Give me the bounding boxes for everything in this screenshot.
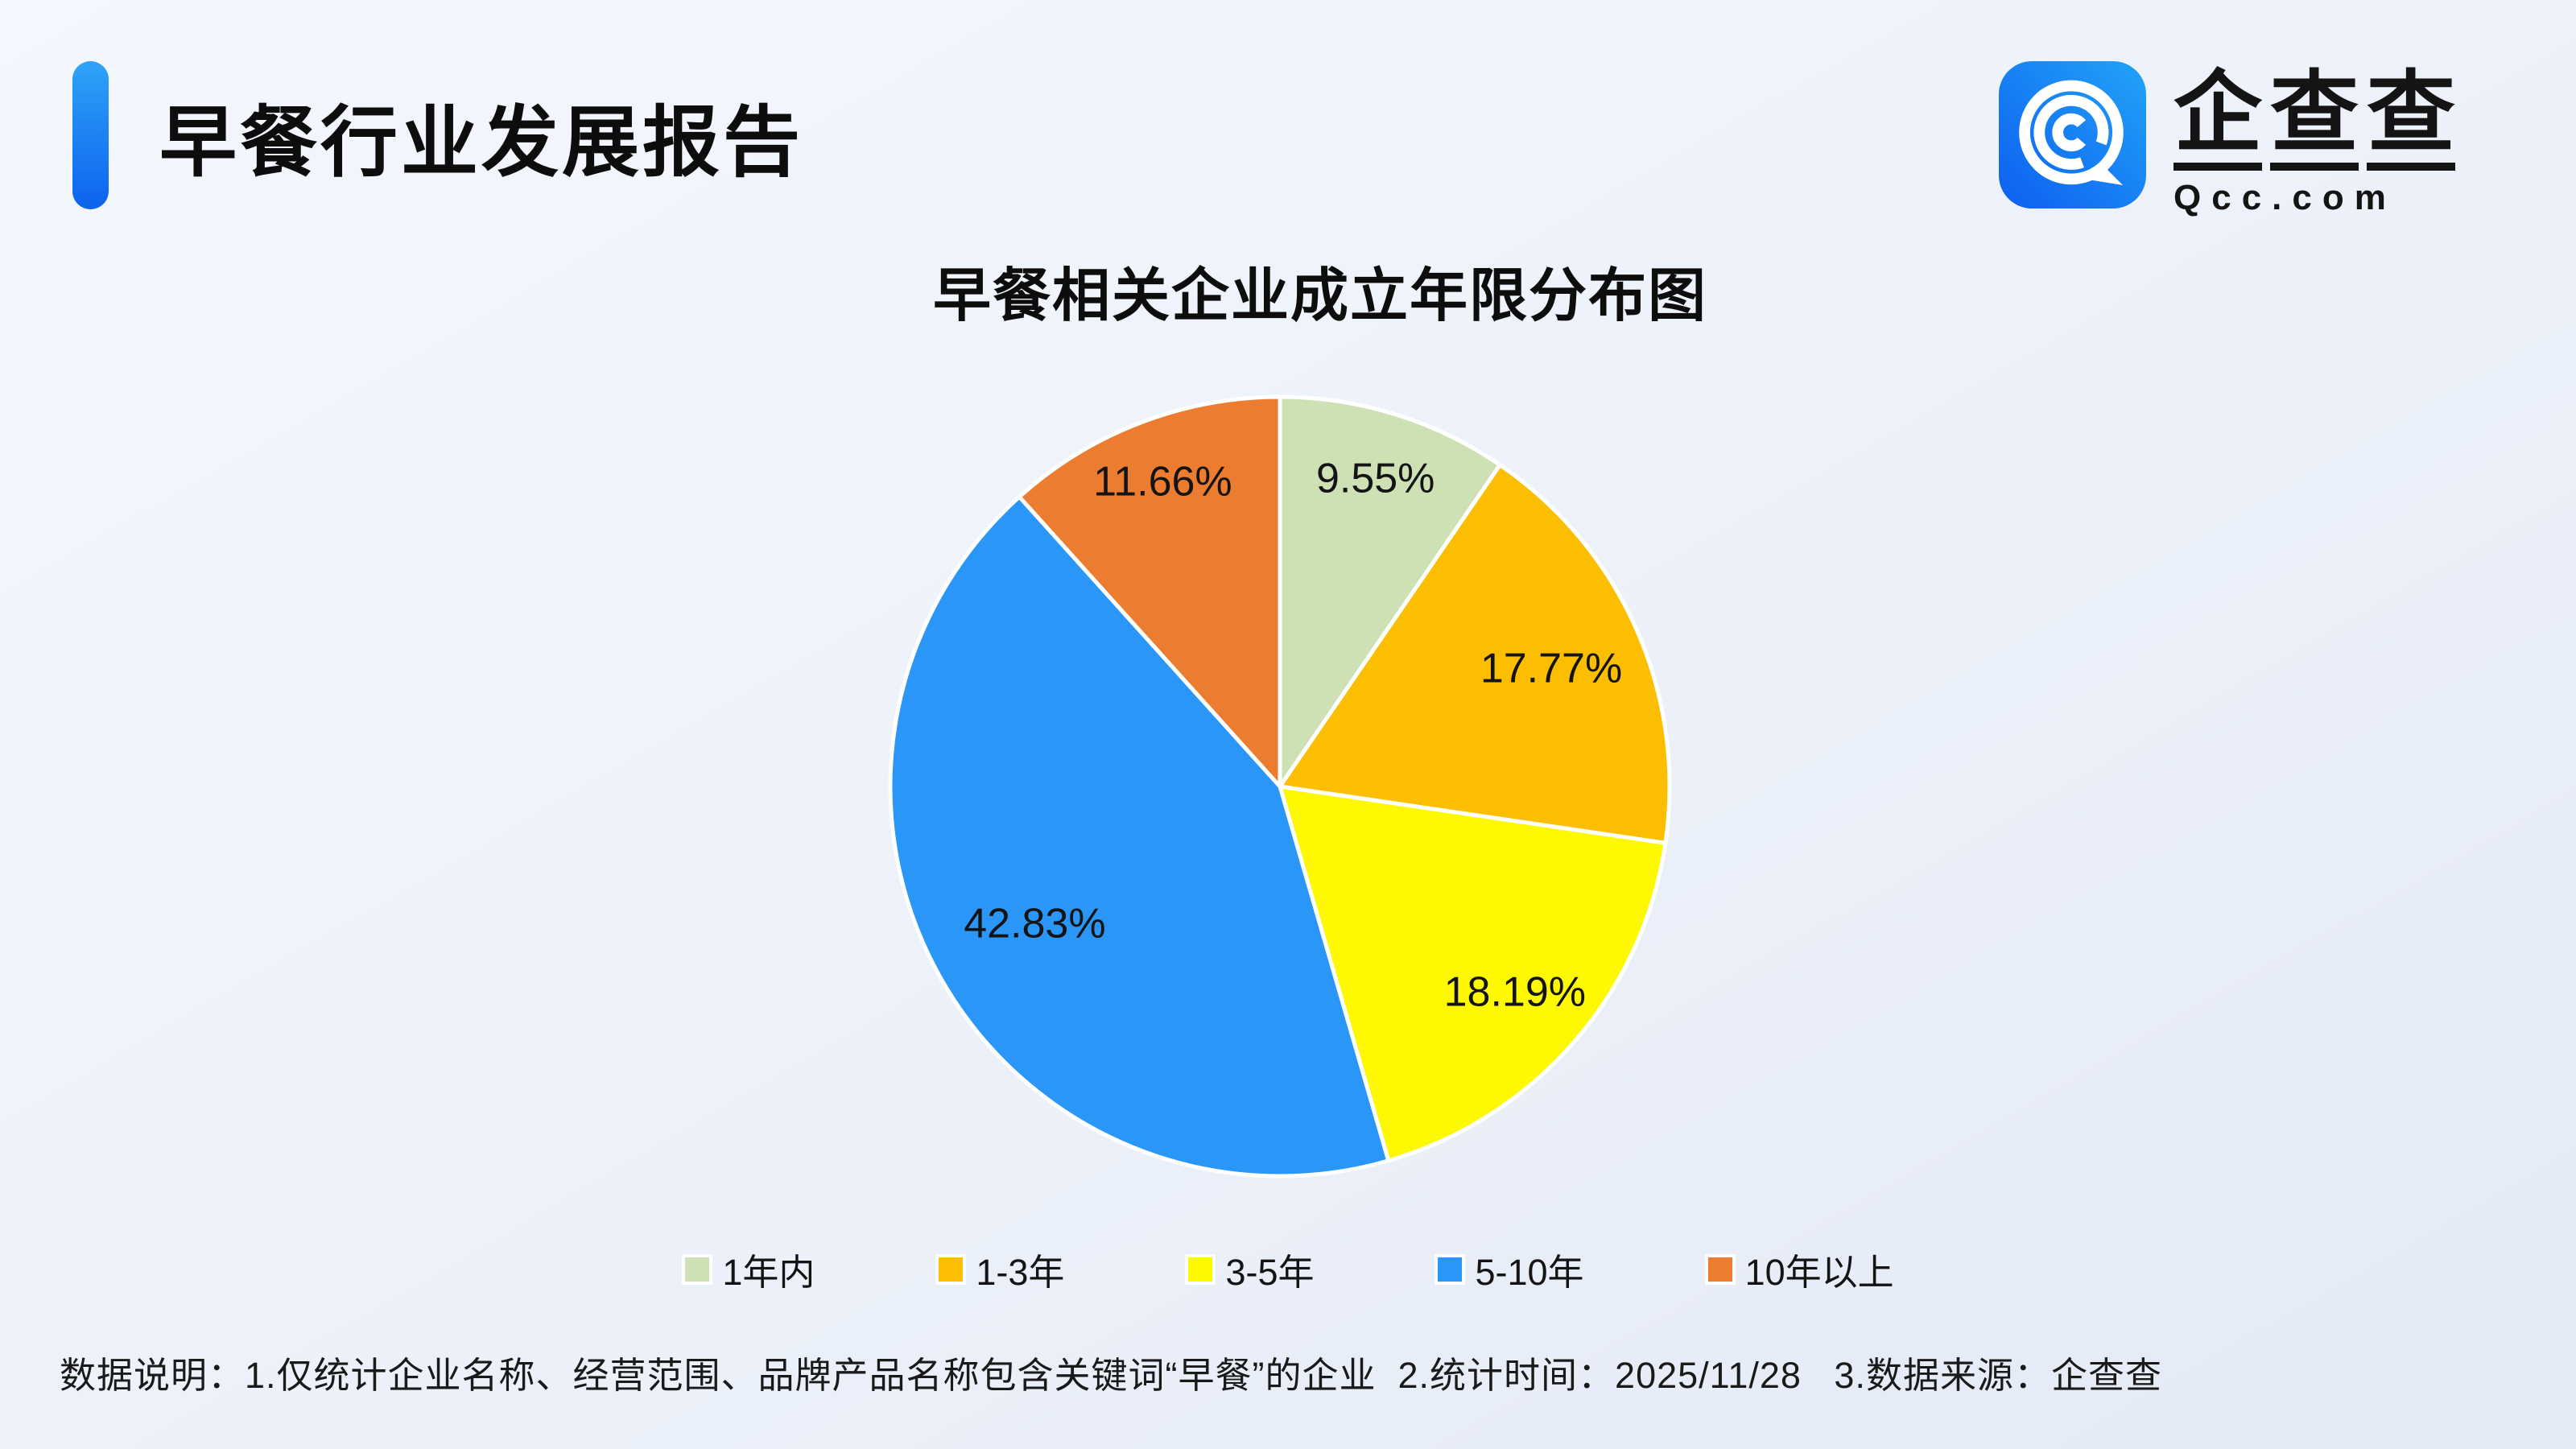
legend-swatch bbox=[1704, 1253, 1736, 1285]
legend-item: 5-10年 bbox=[1435, 1243, 1584, 1295]
legend-label: 10年以上 bbox=[1744, 1252, 1894, 1293]
pie-slice bbox=[1278, 463, 1672, 845]
data-note: 数据说明：1.仅统计企业名称、经营范围、品牌产品名称包含关键词“早餐”的企业 2… bbox=[60, 1355, 2162, 1396]
qcc-magnifier-icon bbox=[1999, 61, 2146, 208]
legend-swatch bbox=[682, 1253, 713, 1285]
legend-label: 1-3年 bbox=[976, 1252, 1065, 1293]
pie-slice-label: 11.66% bbox=[1093, 459, 1232, 506]
pie-slice bbox=[888, 494, 1391, 1179]
legend-item: 1年内 bbox=[682, 1243, 815, 1295]
pie-slice bbox=[1278, 784, 1668, 1163]
legend-label: 3-5年 bbox=[1225, 1252, 1315, 1293]
qcc-brand-char: 查 bbox=[2270, 69, 2359, 171]
qcc-domain: Qcc.com bbox=[2174, 178, 2396, 217]
pie-chart: 9.55% 17.77% 18.19% 42.83% 11.66% bbox=[888, 394, 1672, 1179]
qcc-wordmark: 企查查 Qcc.com bbox=[2174, 61, 2455, 218]
legend-swatch bbox=[1185, 1253, 1216, 1285]
pie-slice-label: 9.55% bbox=[1316, 455, 1435, 502]
pie-slice-label: 42.83% bbox=[964, 901, 1105, 947]
qcc-brand-char: 企 bbox=[2174, 69, 2262, 171]
legend-swatch bbox=[935, 1253, 967, 1285]
pie-slice-label: 18.19% bbox=[1444, 969, 1586, 1016]
qcc-logo: 企查查 Qcc.com bbox=[1999, 61, 2455, 218]
legend-item: 3-5年 bbox=[1185, 1243, 1314, 1295]
pie-slice-label: 17.77% bbox=[1480, 646, 1622, 692]
pie-slice bbox=[1017, 394, 1282, 789]
chart-title: 早餐相关企业成立年限分布图 bbox=[932, 264, 1707, 328]
qcc-brand-name: 企查查 bbox=[2174, 69, 2455, 171]
page-title: 早餐行业发展报告 bbox=[159, 99, 803, 186]
legend-label: 1年内 bbox=[722, 1252, 815, 1293]
qcc-brand-char: 查 bbox=[2367, 69, 2455, 171]
legend-item: 1-3年 bbox=[935, 1243, 1064, 1295]
legend-item: 10年以上 bbox=[1704, 1243, 1894, 1295]
header-accent-bar bbox=[72, 61, 109, 209]
pie-slice bbox=[1278, 394, 1502, 789]
chart-legend: 1年内 1-3年 3-5年 5-10年 10年以上 bbox=[0, 1243, 2576, 1295]
legend-label: 5-10年 bbox=[1475, 1252, 1584, 1293]
legend-swatch bbox=[1435, 1253, 1466, 1285]
